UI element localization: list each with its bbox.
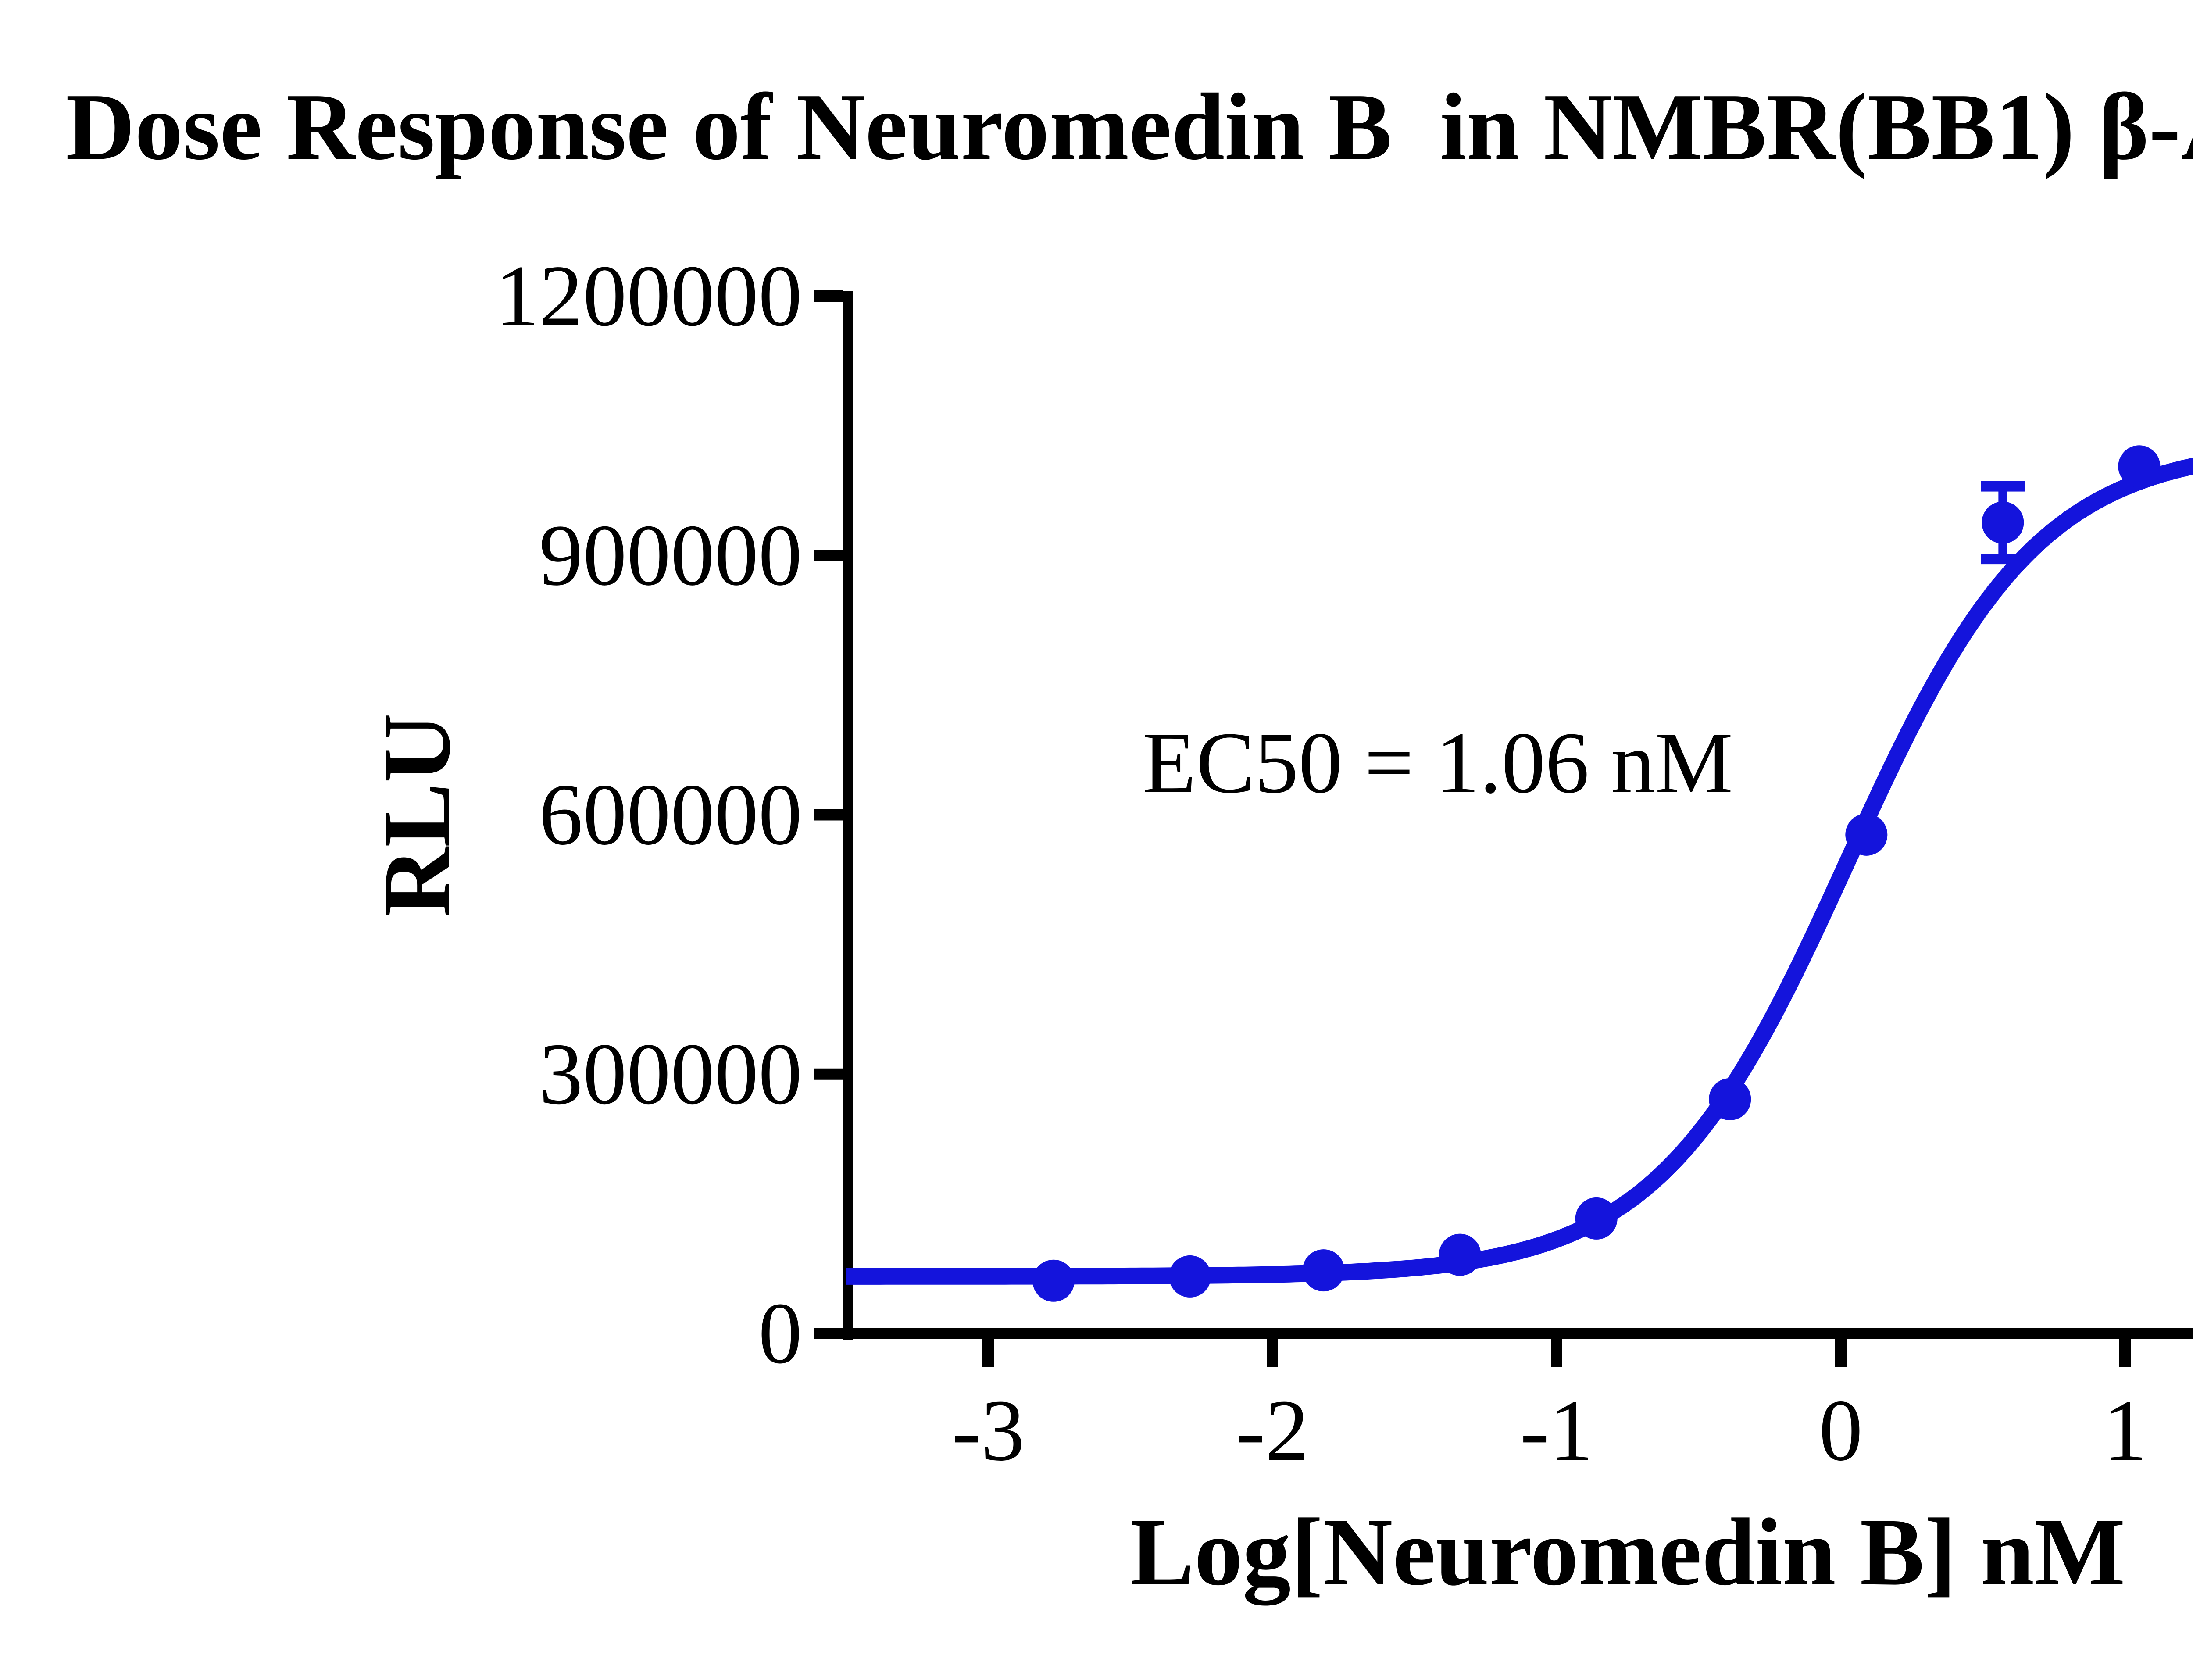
y-axis-tick bbox=[814, 550, 843, 561]
data-point-marker bbox=[2118, 445, 2161, 488]
data-points-layer bbox=[1032, 445, 2161, 1302]
x-axis-tick bbox=[982, 1339, 994, 1367]
x-tick-label: 0 bbox=[1819, 1382, 1863, 1479]
x-tick-label: -1 bbox=[1520, 1382, 1593, 1479]
ec50-annotation: EC50 = 1.06 nM bbox=[1143, 715, 1733, 811]
y-tick-label: 0 bbox=[758, 1285, 802, 1382]
data-point-marker bbox=[1575, 1197, 1618, 1240]
x-axis-title: Log[Neuromedin B] nM bbox=[1130, 1498, 2125, 1606]
data-point-marker bbox=[1439, 1233, 1481, 1276]
x-axis-line bbox=[814, 1328, 2193, 1339]
x-tick-label: 1 bbox=[2103, 1382, 2147, 1479]
y-tick-label: 900000 bbox=[539, 507, 802, 604]
y-axis-tick bbox=[814, 1328, 843, 1339]
y-axis-title: RLU bbox=[363, 713, 470, 917]
data-point-marker bbox=[1302, 1249, 1345, 1292]
axes bbox=[814, 291, 2193, 1340]
chart-title: Dose Response of Neuromedin B in NMBR(BB… bbox=[66, 74, 2193, 180]
y-axis-tick bbox=[814, 290, 843, 302]
error-bar-cap-top bbox=[1981, 481, 2025, 492]
x-tick-label: -3 bbox=[952, 1382, 1025, 1479]
y-tick-label: 300000 bbox=[539, 1026, 802, 1122]
x-axis-tick bbox=[1551, 1339, 1562, 1367]
data-point-marker bbox=[1169, 1255, 1211, 1298]
fit-curve-layer bbox=[843, 458, 2193, 1285]
error-bar-cap-bottom bbox=[1981, 554, 2025, 565]
data-point-marker bbox=[1845, 813, 1888, 856]
y-axis-tick bbox=[814, 809, 843, 821]
x-axis-tick bbox=[1835, 1339, 1847, 1367]
axis-ticks bbox=[814, 290, 2131, 1367]
dose-response-curve bbox=[843, 458, 2193, 1285]
y-axis-line bbox=[843, 291, 853, 1340]
y-axis-tick bbox=[814, 1068, 843, 1080]
x-axis-tick bbox=[2119, 1339, 2131, 1367]
x-tick-label: -2 bbox=[1236, 1382, 1309, 1479]
data-point-marker bbox=[1982, 501, 2024, 544]
y-tick-label: 1200000 bbox=[495, 248, 802, 345]
y-tick-label: 600000 bbox=[539, 766, 802, 863]
data-point-marker bbox=[1032, 1259, 1075, 1302]
data-point-marker bbox=[1709, 1078, 1751, 1120]
x-axis-tick bbox=[1267, 1339, 1278, 1367]
